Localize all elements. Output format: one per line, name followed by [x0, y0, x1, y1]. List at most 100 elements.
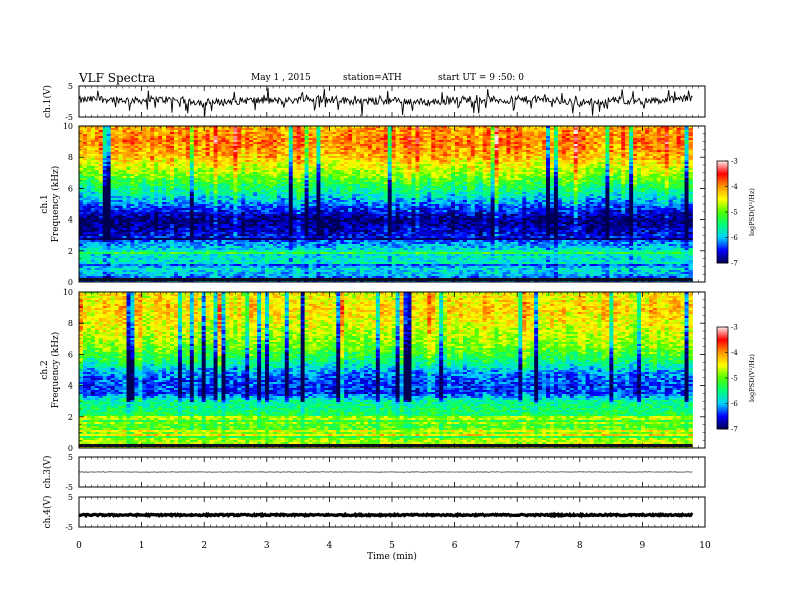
ch1-spectrogram-colorbar-seg: [717, 242, 728, 245]
ch1-waveform-ytick-label: -5: [65, 113, 73, 122]
ch2-spectrogram-colorbar-seg: [717, 405, 728, 408]
ch1-spectrogram-colorbar-seg: [717, 166, 728, 169]
ch2-spectrogram-image: [79, 292, 693, 449]
ch2-spectrogram-ylabel-ch: ch.2: [40, 360, 50, 379]
ch1-spectrogram-colorbar-seg: [717, 247, 728, 250]
x-tick-label: 5: [389, 541, 395, 551]
ch1-spectrogram-colorbar-seg: [717, 218, 728, 221]
ch1-spectrogram-colorbar-seg: [717, 251, 728, 254]
ch3-waveform-ytick-label: 5: [68, 453, 73, 462]
x-tick-label: 2: [201, 541, 207, 551]
ch1-spectrogram-colorbar-seg: [717, 193, 728, 196]
ch1-spectrogram-ytick-label: 2: [68, 247, 73, 256]
ch1-spectrogram-colorbar-seg: [717, 222, 728, 225]
ch2-spectrogram-colorbar-seg: [717, 408, 728, 411]
ch1-waveform-ytick-label: 5: [68, 82, 73, 91]
ch2-spectrogram-colorbar-seg: [717, 361, 728, 364]
ch2-spectrogram-colorbar-seg: [717, 412, 728, 415]
ch1-spectrogram-colorbar-seg: [717, 254, 728, 257]
ch2-spectrogram-ytick-label: 2: [68, 413, 73, 422]
ch2-spectrogram-colorbar-seg: [717, 328, 728, 331]
ch4-waveform-ytick-label: 5: [68, 493, 73, 502]
ch1-spectrogram-colorbar-seg: [717, 249, 728, 252]
ch2-spectrogram-colorbar-seg: [717, 350, 728, 353]
ch2-spectrogram-colorbar-seg: [717, 427, 728, 430]
ch2-spectrogram-colorbar-seg: [717, 410, 728, 413]
ch2-spectrogram-colorbar-seg: [717, 357, 728, 360]
ch2-spectrogram-colorbar-seg: [717, 391, 728, 394]
ch1-spectrogram-colorbar-seg: [717, 169, 728, 172]
ch1-spectrogram-colorbar-seg: [717, 256, 728, 259]
ch1-spectrogram-colorbar-seg: [717, 210, 728, 213]
ch2-spectrogram-colorbar-seg: [717, 337, 728, 340]
ch1-spectrogram-image: [79, 126, 693, 283]
ch1-spectrogram-colorbar-seg: [717, 240, 728, 243]
ch2-spectrogram-colorbar-seg: [717, 352, 728, 355]
ch1-spectrogram-colorbar-seg: [717, 171, 728, 174]
ch2-spectrogram-colorbar-seg: [717, 344, 728, 347]
ch1-spectrogram-colorbar-seg: [717, 217, 728, 220]
ch2-spectrogram-colorbar-tick-label: -6: [731, 400, 738, 408]
x-tick-label: 7: [514, 541, 520, 551]
x-tick-label: 10: [699, 541, 711, 551]
ch2-spectrogram-colorbar-seg: [717, 379, 728, 382]
ch2-spectrogram-colorbar-seg: [717, 354, 728, 357]
ch2-spectrogram-colorbar-seg: [717, 367, 728, 370]
ch2-spectrogram-colorbar-seg: [717, 376, 728, 379]
x-tick-label: 4: [327, 541, 333, 551]
ch2-spectrogram-colorbar-seg: [717, 338, 728, 341]
ch1-spectrogram-colorbar-seg: [717, 174, 728, 177]
ch1-spectrogram-colorbar-seg: [717, 200, 728, 203]
ch4-waveform-ylabel: ch.4(V): [42, 496, 53, 529]
ch2-spectrogram-colorbar-seg: [717, 420, 728, 423]
ch2-spectrogram-ytick-label: 0: [68, 444, 73, 453]
ch2-spectrogram-colorbar-seg: [717, 398, 728, 401]
ch1-spectrogram-colorbar-seg: [717, 215, 728, 218]
ch2-spectrogram-colorbar-tick-label: -7: [731, 426, 738, 434]
x-tick-label: 0: [76, 541, 82, 551]
plot-title: VLF Spectra: [79, 71, 155, 85]
ch2-spectrogram-colorbar-seg: [717, 362, 728, 365]
ch2-spectrogram-colorbar-seg: [717, 378, 728, 381]
ch1-waveform-ylabel: ch.1(V): [42, 85, 53, 118]
ch2-spectrogram-colorbar-seg: [717, 386, 728, 389]
ch1-spectrogram-ytick-label: 6: [68, 184, 73, 193]
ch1-spectrogram-colorbar-seg: [717, 184, 728, 187]
ch1-spectrogram-colorbar-seg: [717, 206, 728, 209]
ch1-spectrogram-colorbar-seg: [717, 183, 728, 186]
ch2-spectrogram-colorbar-seg: [717, 422, 728, 425]
ch2-spectrogram-colorbar-seg: [717, 345, 728, 348]
ch2-spectrogram-colorbar-seg: [717, 418, 728, 421]
x-tick-label: 1: [139, 541, 145, 551]
ch2-spectrogram-colorbar-seg: [717, 384, 728, 387]
ch2-spectrogram-colorbar-seg: [717, 330, 728, 333]
ch2-spectrogram-ytick-label: 8: [68, 319, 73, 328]
ch2-spectrogram-colorbar-label: logPSD(V²/Hz): [748, 354, 756, 402]
ch1-spectrogram-ytick-label: 4: [68, 216, 73, 225]
ch2-spectrogram-colorbar-seg: [717, 423, 728, 426]
ch2-spectrogram-colorbar-seg: [717, 342, 728, 345]
ch1-spectrogram-colorbar-seg: [717, 213, 728, 216]
ch1-spectrogram-colorbar-tick-label: -7: [731, 260, 738, 268]
ch1-spectrogram-colorbar-seg: [717, 181, 728, 184]
ch2-spectrogram-colorbar-seg: [717, 327, 728, 330]
ch4-waveform-ytick-label: -5: [65, 523, 73, 532]
ch2-spectrogram-colorbar-seg: [717, 347, 728, 350]
ch1-spectrogram-colorbar-seg: [717, 162, 728, 165]
ch1-spectrogram-colorbar-seg: [717, 252, 728, 255]
ch2-spectrogram-colorbar-seg: [717, 359, 728, 362]
ch2-spectrogram-colorbar-seg: [717, 395, 728, 398]
ch2-spectrogram-colorbar-seg: [717, 349, 728, 352]
ch2-spectrogram-colorbar-seg: [717, 372, 728, 375]
ch2-spectrogram-colorbar-seg: [717, 406, 728, 409]
ch2-spectrogram-colorbar-seg: [717, 417, 728, 420]
ch1-spectrogram-ylabel-freq: Frequency (kHz): [50, 166, 61, 243]
ch1-spectrogram-colorbar-seg: [717, 257, 728, 260]
ch1-spectrogram-colorbar-seg: [717, 201, 728, 204]
x-tick-label: 8: [577, 541, 583, 551]
ch1-spectrogram-colorbar-seg: [717, 229, 728, 232]
ch2-spectrogram-colorbar-seg: [717, 332, 728, 335]
ch1-spectrogram-colorbar-seg: [717, 161, 728, 164]
ch2-spectrogram-ytick-label: 4: [68, 382, 73, 391]
ch1-spectrogram-colorbar-tick-label: -5: [731, 209, 738, 217]
